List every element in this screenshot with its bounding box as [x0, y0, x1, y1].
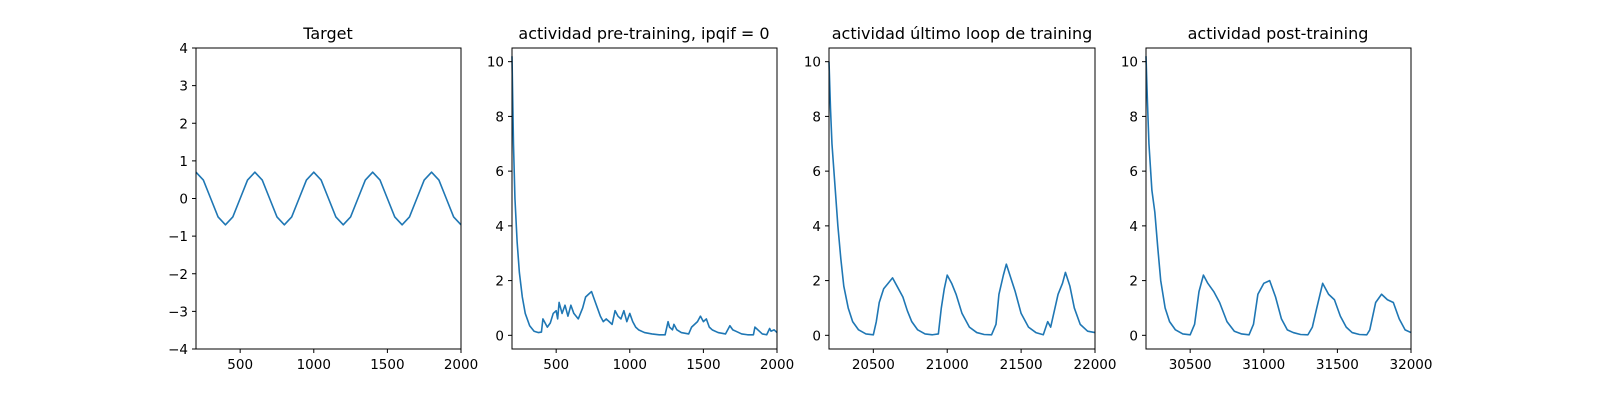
plot-area-last-training-loop: 20500 21000 21500 22000 0 2 4 6 8 10: [804, 47, 1117, 373]
subplot-pre-training: actividad pre-training, ipqif = 0 500 100…: [487, 24, 794, 373]
y-tick-label: 0: [179, 192, 188, 208]
x-tick-label: 2000: [444, 357, 478, 373]
y-tick-label: 4: [1129, 219, 1138, 235]
x-tick-label: 21000: [926, 357, 969, 373]
subplot-title-post-training: actividad post-training: [1188, 24, 1369, 43]
x-tick-label: 500: [227, 357, 253, 373]
y-tick-label: −1: [168, 229, 188, 245]
y-tick-label: 1: [179, 154, 188, 170]
y-tick-label: −4: [168, 342, 188, 358]
series-line-3-0: [1145, 56, 1412, 336]
plot-area-target: 500 1000 1500 2000 −4 −3 −2 −1 0 1 2 3 4: [168, 41, 478, 373]
y-tick-label: 10: [804, 55, 821, 71]
subplot-post-training: actividad post-training 30500 31000 31500 3…: [1121, 24, 1433, 373]
y-tick-label: 0: [495, 328, 504, 344]
y-tick-label: 10: [487, 55, 504, 71]
y-tick-label: 4: [495, 219, 504, 235]
x-tick-label: 31500: [1316, 357, 1359, 373]
x-tick-label: 30500: [1169, 357, 1212, 373]
axes-frame: [1145, 47, 1412, 350]
subplot-last-training-loop: actividad último loop de training 20500 2…: [804, 24, 1117, 373]
y-tick-label: 4: [179, 41, 188, 57]
x-tick-label: 31000: [1242, 357, 1285, 373]
y-tick-label: 8: [495, 109, 504, 125]
axes-frame: [511, 47, 778, 350]
y-tick-label: 2: [812, 274, 821, 290]
x-tick-label: 1000: [297, 357, 331, 373]
x-tick-label: 1500: [686, 357, 720, 373]
y-tick-label: 8: [812, 109, 821, 125]
x-tick-label: 1000: [613, 357, 647, 373]
y-tick-label: 0: [812, 328, 821, 344]
x-tick-label: 32000: [1390, 357, 1433, 373]
series-line-2-0: [828, 61, 1096, 336]
subplot-title-target: Target: [302, 24, 353, 43]
y-tick-label: 2: [179, 116, 188, 132]
x-tick-label: 21500: [1000, 357, 1043, 373]
y-tick-label: 2: [1129, 274, 1138, 290]
y-tick-label: 10: [1121, 55, 1138, 71]
y-tick-label: 2: [495, 274, 504, 290]
subplot-title-last-training-loop: actividad último loop de training: [832, 24, 1093, 43]
x-tick-label: 22000: [1074, 357, 1117, 373]
x-tick-label: 20500: [852, 357, 895, 373]
plot-area-post-training: 30500 31000 31500 32000 0 2 4 6 8 10: [1121, 47, 1433, 373]
y-tick-label: 6: [495, 164, 504, 180]
subplot-title-pre-training: actividad pre-training, ipqif = 0: [518, 24, 769, 43]
y-tick-label: 0: [1129, 328, 1138, 344]
axes-frame: [828, 47, 1096, 350]
y-tick-label: 6: [812, 164, 821, 180]
series-line-1-0: [511, 56, 778, 336]
x-tick-label: 1500: [370, 357, 404, 373]
y-tick-label: −2: [168, 267, 188, 283]
x-tick-label: 2000: [760, 357, 794, 373]
y-tick-label: 4: [812, 219, 821, 235]
series-line-0-0: [195, 171, 462, 226]
plot-area-pre-training: 500 1000 1500 2000 0 2 4 6 8 10: [487, 47, 794, 373]
subplot-target: Target 500 1000 1500 2000 −4 −3 −2 −1 0 1 2 3 4: [168, 24, 478, 373]
y-tick-label: 8: [1129, 109, 1138, 125]
y-tick-label: −3: [168, 304, 188, 320]
x-tick-label: 500: [543, 357, 569, 373]
y-tick-label: 3: [179, 79, 188, 95]
y-tick-label: 6: [1129, 164, 1138, 180]
